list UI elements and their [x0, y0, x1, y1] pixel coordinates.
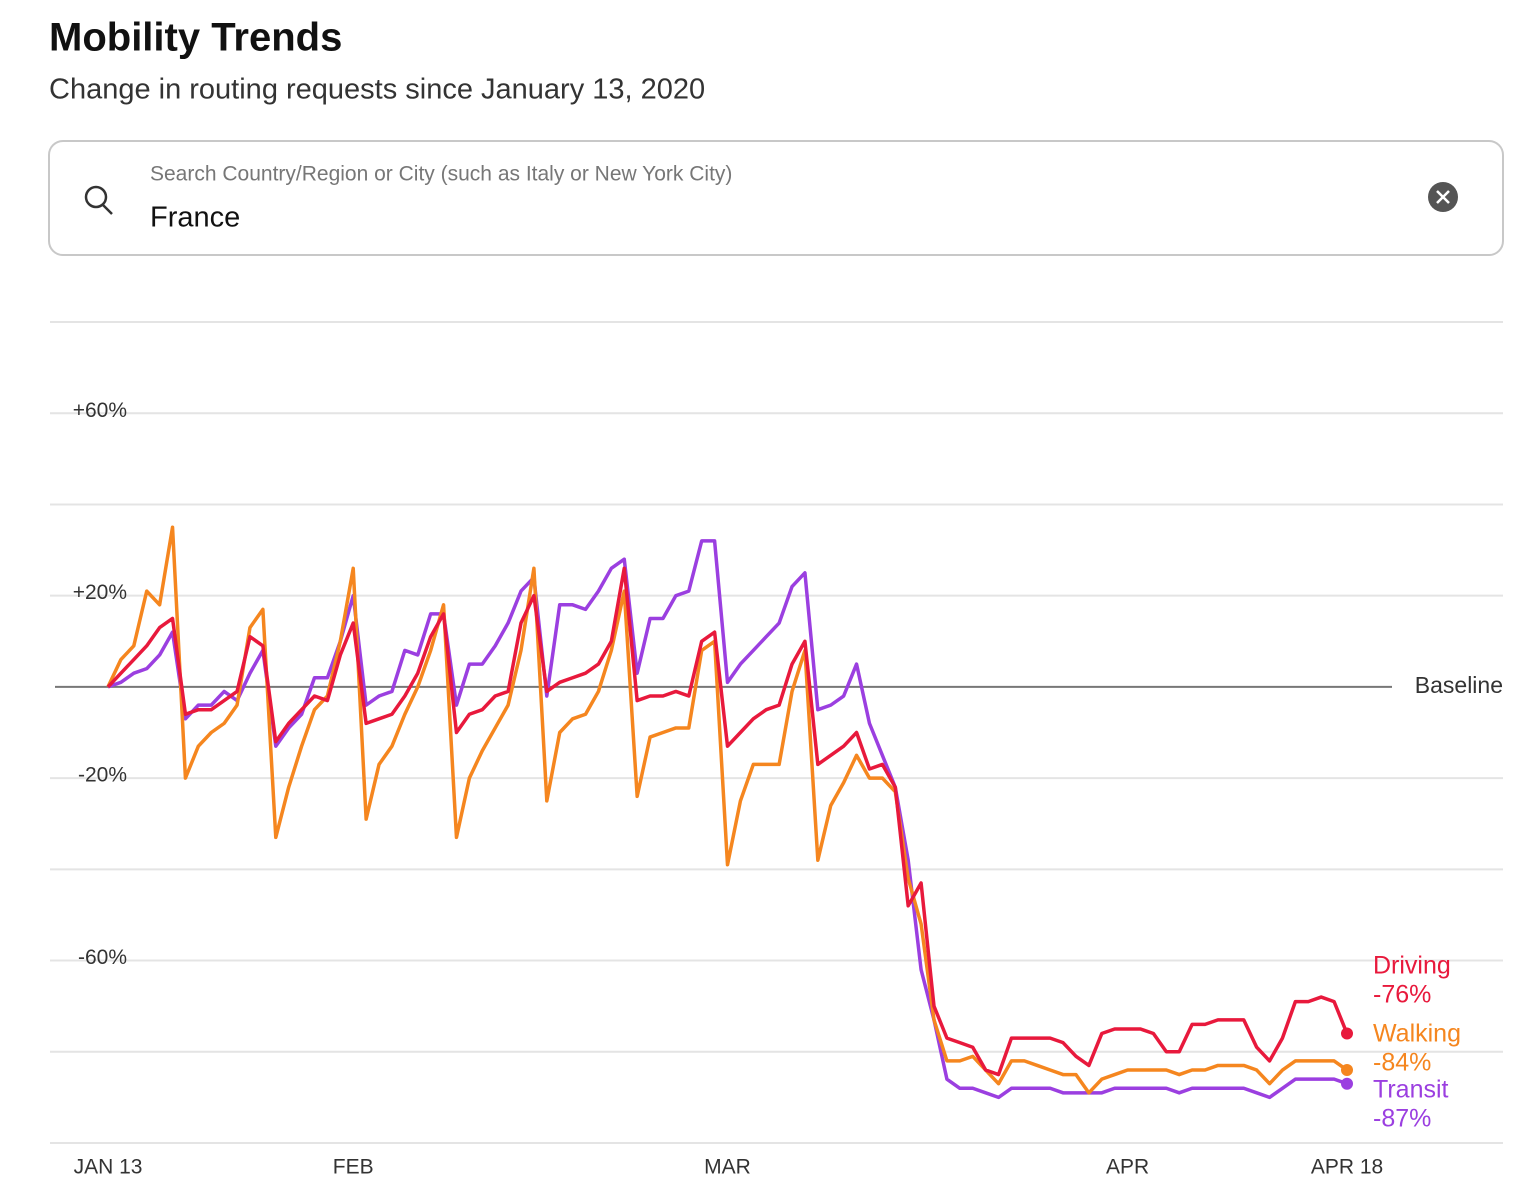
- end-value-label: -87%: [1373, 1105, 1431, 1133]
- search-value[interactable]: France: [150, 202, 240, 234]
- search-box[interactable]: [48, 140, 1504, 256]
- series-line: [107, 539, 1348, 1100]
- search-placeholder: Search Country/Region or City (such as I…: [150, 163, 732, 186]
- end-dot: [1341, 1064, 1353, 1077]
- y-tick-label: -20%: [78, 764, 127, 787]
- y-tick-label: -60%: [78, 946, 127, 969]
- search-icon: [84, 185, 113, 215]
- end-dot: [1341, 1077, 1353, 1090]
- legend-name: Driving: [1373, 952, 1451, 980]
- series-line: [106, 566, 1349, 1077]
- x-tick-label: JAN 13: [74, 1156, 143, 1179]
- legend-name: Transit: [1373, 1076, 1449, 1104]
- title: Mobility Trends: [49, 16, 342, 60]
- end-value-label: -84%: [1373, 1049, 1431, 1077]
- series-line: [106, 525, 1349, 1095]
- clear-button[interactable]: [1428, 182, 1458, 212]
- x-tick-label: FEB: [333, 1156, 374, 1179]
- subtitle: Change in routing requests since January…: [49, 74, 705, 106]
- x-tick-label: APR 18: [1311, 1156, 1383, 1179]
- end-dot: [1341, 1027, 1353, 1040]
- legend-name: Walking: [1373, 1020, 1461, 1048]
- x-tick-label: MAR: [704, 1156, 751, 1179]
- y-tick-label: +20%: [73, 581, 127, 604]
- x-tick-label: APR: [1106, 1156, 1149, 1179]
- end-value-label: -76%: [1373, 981, 1431, 1009]
- baseline-label: Baseline: [1415, 672, 1503, 698]
- y-tick-label: +60%: [73, 399, 127, 422]
